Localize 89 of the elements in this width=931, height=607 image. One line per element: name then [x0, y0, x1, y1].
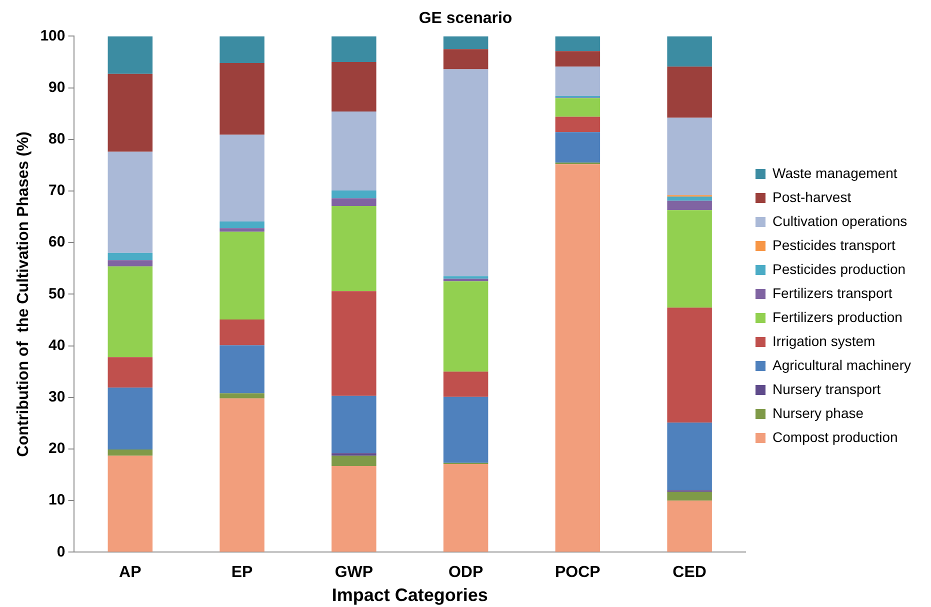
x-tick-label: GWP: [334, 564, 374, 582]
bar: [443, 276, 488, 279]
bar: [667, 210, 712, 308]
bar: [555, 164, 600, 552]
bar: [332, 466, 376, 552]
y-tick-label: 30: [48, 388, 66, 406]
bar: [108, 456, 153, 552]
legend-label: Fertilizers transport: [772, 284, 892, 301]
bar: [220, 319, 264, 346]
bar: [108, 260, 153, 266]
bar: [443, 396, 488, 463]
x-axis-title: Impact Categories: [332, 585, 488, 606]
y-tick-label: 60: [48, 234, 66, 251]
bar: [667, 118, 712, 196]
y-tick-label: 70: [48, 182, 66, 200]
bar: [332, 396, 376, 454]
y-tick-label: 40: [48, 336, 66, 354]
bar: [220, 134, 264, 222]
bar: [667, 200, 712, 210]
y-tick-label: 80: [48, 130, 66, 148]
legend-label: Fertilizers production: [772, 308, 902, 325]
bar: [332, 453, 376, 456]
bar: [332, 206, 376, 292]
bar: [332, 36, 376, 62]
bar: [108, 252, 153, 260]
legend-label: Irrigation system: [772, 332, 876, 349]
bar: [667, 308, 712, 423]
bar: [555, 98, 600, 117]
bar: [332, 456, 376, 466]
bar: [220, 36, 264, 64]
bar: [108, 388, 153, 450]
bar: [443, 69, 488, 276]
bar: [667, 36, 712, 67]
legend-label: Compost production: [772, 428, 898, 445]
bar: [667, 422, 712, 490]
legend-label: Waste management: [772, 164, 898, 181]
bar: [443, 36, 488, 50]
bar: [667, 196, 712, 201]
bar: [332, 112, 376, 190]
y-tick-label: 90: [48, 78, 66, 96]
bar: [555, 132, 600, 163]
legend-label: Nursery transport: [772, 380, 881, 397]
x-tick-label: EP: [231, 564, 254, 582]
bar: [220, 63, 264, 135]
y-tick-label: 0: [56, 543, 66, 560]
legend-label: Post-harvest: [772, 188, 852, 205]
x-tick-label: AP: [119, 564, 142, 582]
legend-label: Pesticides transport: [772, 236, 896, 253]
bar: [108, 266, 153, 358]
bar: [220, 221, 264, 228]
bar: [332, 62, 376, 112]
y-tick-label: 50: [48, 285, 66, 302]
legend-label: Cultivation operations: [772, 212, 908, 229]
bar: [332, 198, 376, 206]
bar: [555, 66, 600, 96]
bar: [108, 357, 153, 388]
bar: [108, 152, 153, 253]
bar: [443, 49, 488, 70]
x-tick-label: ODP: [448, 564, 484, 582]
bar: [555, 116, 600, 132]
bar: [667, 500, 712, 552]
bar: [220, 393, 264, 398]
y-tick-label: 20: [48, 440, 66, 458]
bar: [332, 190, 376, 198]
bar: [443, 278, 488, 282]
x-tick-label: POCP: [555, 564, 601, 582]
bar: [220, 398, 264, 552]
bar: [220, 345, 264, 394]
bar: [332, 291, 376, 396]
bar: [108, 36, 153, 74]
y-tick-label: 100: [40, 27, 66, 44]
bar: [555, 36, 600, 52]
bar: [108, 74, 153, 152]
bar: [555, 51, 600, 67]
bar: [667, 492, 712, 501]
bar: [667, 66, 712, 118]
chart-title: GE scenario: [418, 10, 512, 28]
bar: [220, 228, 264, 232]
y-axis-title: Contribution of the Cultivation Phases (%): [15, 132, 32, 457]
bar: [220, 232, 264, 320]
bar: [108, 450, 153, 456]
y-tick-label: 10: [48, 492, 66, 509]
legend-label: Nursery phase: [772, 404, 864, 421]
legend-label: Agricultural machinery: [772, 356, 912, 373]
legend-label: Pesticides production: [772, 260, 906, 277]
x-tick-label: CED: [672, 564, 706, 582]
bar: [443, 372, 488, 397]
bar: [443, 464, 488, 552]
bar: [443, 281, 488, 372]
